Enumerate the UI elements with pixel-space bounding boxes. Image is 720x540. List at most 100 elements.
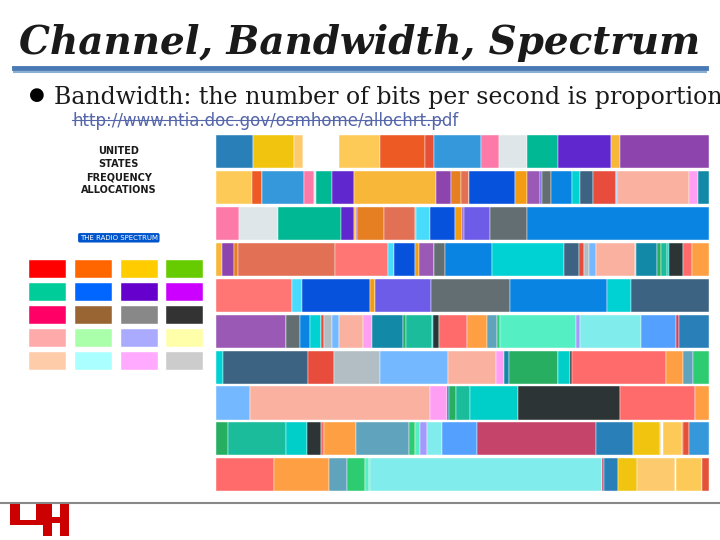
FancyBboxPatch shape	[461, 171, 469, 204]
FancyBboxPatch shape	[470, 387, 518, 420]
FancyBboxPatch shape	[346, 458, 365, 491]
FancyBboxPatch shape	[287, 315, 300, 348]
FancyBboxPatch shape	[467, 315, 487, 348]
FancyBboxPatch shape	[333, 350, 380, 383]
FancyBboxPatch shape	[30, 283, 66, 301]
FancyBboxPatch shape	[239, 207, 278, 240]
FancyBboxPatch shape	[580, 315, 641, 348]
FancyBboxPatch shape	[558, 135, 611, 168]
FancyBboxPatch shape	[252, 171, 262, 204]
FancyBboxPatch shape	[43, 504, 52, 536]
FancyBboxPatch shape	[430, 207, 455, 240]
FancyBboxPatch shape	[294, 135, 303, 168]
FancyBboxPatch shape	[698, 171, 709, 204]
FancyBboxPatch shape	[462, 207, 464, 240]
FancyBboxPatch shape	[683, 350, 693, 383]
FancyBboxPatch shape	[676, 315, 680, 348]
FancyBboxPatch shape	[430, 387, 447, 420]
FancyBboxPatch shape	[121, 353, 158, 370]
FancyBboxPatch shape	[425, 135, 434, 168]
FancyBboxPatch shape	[455, 207, 462, 240]
FancyBboxPatch shape	[593, 171, 616, 204]
FancyBboxPatch shape	[693, 350, 709, 383]
FancyBboxPatch shape	[683, 243, 692, 276]
FancyBboxPatch shape	[634, 422, 660, 455]
FancyBboxPatch shape	[302, 279, 370, 312]
FancyBboxPatch shape	[292, 279, 302, 312]
FancyBboxPatch shape	[166, 283, 203, 301]
FancyBboxPatch shape	[30, 353, 66, 370]
FancyBboxPatch shape	[278, 207, 341, 240]
FancyBboxPatch shape	[415, 422, 420, 455]
FancyBboxPatch shape	[375, 279, 431, 312]
FancyBboxPatch shape	[669, 243, 683, 276]
FancyBboxPatch shape	[497, 315, 500, 348]
FancyBboxPatch shape	[660, 422, 662, 455]
FancyBboxPatch shape	[596, 422, 634, 455]
FancyBboxPatch shape	[667, 243, 669, 276]
FancyBboxPatch shape	[480, 135, 499, 168]
FancyBboxPatch shape	[356, 207, 357, 240]
FancyBboxPatch shape	[636, 458, 675, 491]
Text: THE RADIO SPECTRUM: THE RADIO SPECTRUM	[80, 235, 158, 241]
FancyBboxPatch shape	[335, 243, 387, 276]
FancyBboxPatch shape	[354, 171, 436, 204]
FancyBboxPatch shape	[434, 135, 480, 168]
FancyBboxPatch shape	[238, 243, 335, 276]
FancyBboxPatch shape	[572, 171, 580, 204]
FancyBboxPatch shape	[166, 329, 203, 347]
FancyBboxPatch shape	[500, 315, 576, 348]
FancyBboxPatch shape	[663, 422, 682, 455]
FancyBboxPatch shape	[308, 350, 333, 383]
FancyBboxPatch shape	[234, 243, 238, 276]
Text: Bandwidth: the number of bits per second is proportional to B: Bandwidth: the number of bits per second…	[54, 86, 720, 110]
FancyBboxPatch shape	[526, 207, 709, 240]
FancyBboxPatch shape	[329, 458, 346, 491]
FancyBboxPatch shape	[495, 350, 504, 383]
FancyBboxPatch shape	[286, 422, 307, 455]
FancyBboxPatch shape	[11, 519, 46, 525]
FancyBboxPatch shape	[384, 207, 415, 240]
FancyBboxPatch shape	[689, 171, 698, 204]
FancyBboxPatch shape	[11, 504, 20, 525]
FancyBboxPatch shape	[680, 315, 709, 348]
FancyBboxPatch shape	[121, 260, 158, 278]
FancyBboxPatch shape	[30, 306, 66, 324]
FancyBboxPatch shape	[416, 207, 430, 240]
FancyBboxPatch shape	[316, 171, 332, 204]
FancyBboxPatch shape	[419, 243, 433, 276]
FancyBboxPatch shape	[222, 243, 234, 276]
FancyBboxPatch shape	[339, 135, 380, 168]
FancyBboxPatch shape	[253, 135, 294, 168]
FancyBboxPatch shape	[434, 243, 445, 276]
FancyBboxPatch shape	[274, 458, 329, 491]
FancyBboxPatch shape	[456, 387, 470, 420]
FancyBboxPatch shape	[464, 207, 490, 240]
FancyBboxPatch shape	[216, 422, 228, 455]
FancyBboxPatch shape	[380, 135, 425, 168]
FancyBboxPatch shape	[584, 243, 589, 276]
FancyBboxPatch shape	[75, 283, 112, 301]
FancyBboxPatch shape	[228, 422, 286, 455]
FancyBboxPatch shape	[121, 329, 158, 347]
FancyBboxPatch shape	[415, 243, 419, 276]
FancyBboxPatch shape	[617, 171, 689, 204]
FancyBboxPatch shape	[509, 350, 558, 383]
FancyBboxPatch shape	[657, 243, 661, 276]
FancyBboxPatch shape	[300, 315, 310, 348]
FancyBboxPatch shape	[370, 279, 375, 312]
FancyBboxPatch shape	[689, 422, 709, 455]
FancyBboxPatch shape	[380, 350, 449, 383]
FancyBboxPatch shape	[589, 243, 596, 276]
FancyBboxPatch shape	[469, 171, 515, 204]
FancyBboxPatch shape	[354, 207, 356, 240]
FancyBboxPatch shape	[692, 243, 709, 276]
FancyBboxPatch shape	[635, 243, 636, 276]
FancyBboxPatch shape	[449, 387, 456, 420]
FancyBboxPatch shape	[324, 422, 356, 455]
FancyBboxPatch shape	[75, 260, 112, 278]
FancyBboxPatch shape	[75, 306, 112, 324]
FancyBboxPatch shape	[363, 315, 372, 348]
FancyBboxPatch shape	[641, 315, 676, 348]
FancyBboxPatch shape	[579, 243, 584, 276]
